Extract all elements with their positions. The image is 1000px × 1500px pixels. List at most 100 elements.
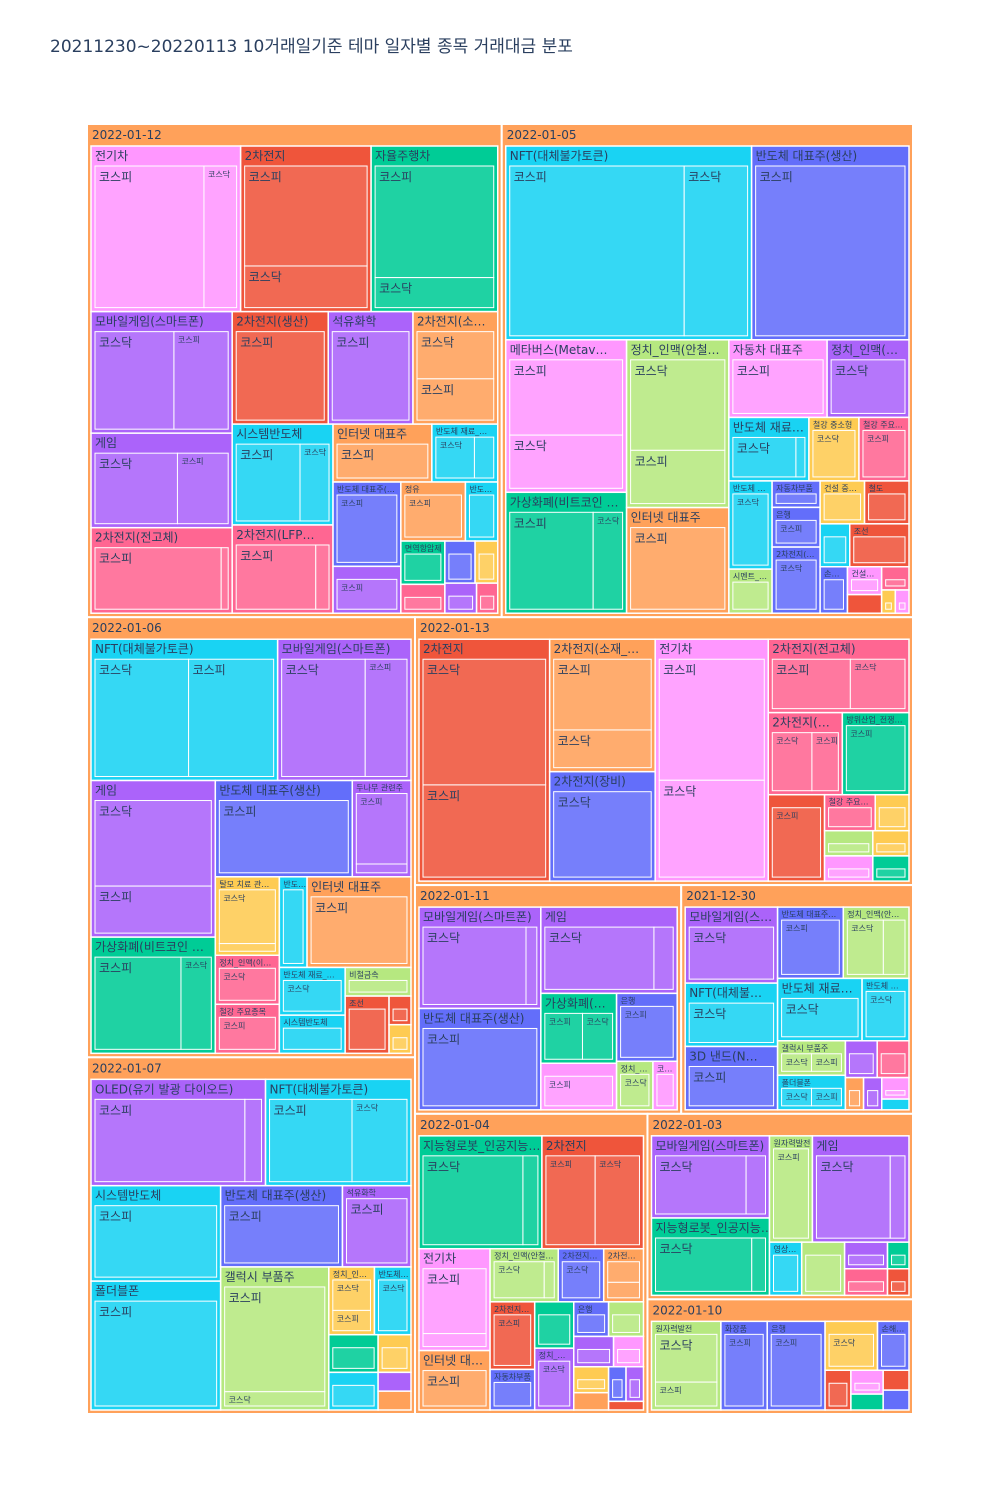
market-tile [828, 1333, 875, 1367]
market-tile [828, 843, 870, 853]
theme-label: 시스템반도체 [236, 427, 302, 441]
market-tile [865, 990, 906, 1038]
market-label: 코스피 [625, 1010, 647, 1019]
market-tile [332, 1309, 371, 1332]
theme-label: NFT(대체불가토큰) [510, 149, 609, 163]
theme-label: 2차전지 [546, 1139, 587, 1153]
market-tile [630, 359, 726, 451]
market-tile [658, 779, 765, 878]
market-label: 코스닥 [688, 170, 721, 184]
theme-tile [880, 589, 897, 614]
market-label: 코스닥 [99, 805, 132, 819]
market-label: 코스피 [778, 1153, 800, 1162]
market-tile [771, 732, 813, 792]
theme-label: 철강 주요종목 [219, 1006, 266, 1016]
theme-label: 반도체 … [733, 483, 766, 493]
market-label: 코스닥 [249, 270, 282, 284]
theme-label: 2차전지(전고체) [95, 531, 178, 545]
market-tile [235, 443, 301, 522]
market-label: 코스피 [427, 1375, 460, 1389]
theme-label: 모바일게임(스마트폰) [95, 315, 204, 329]
theme-label: 은행 [621, 995, 636, 1005]
market-label: 코스닥 [549, 931, 582, 945]
market-tile [315, 544, 330, 610]
market-tile [282, 1027, 342, 1050]
market-tile [348, 979, 408, 993]
theme-tile [880, 565, 910, 591]
date-label: 2022-01-10 [652, 1303, 722, 1317]
market-tile [336, 578, 398, 610]
theme-label: 정치_인… [333, 1269, 367, 1279]
market-tile [592, 511, 624, 610]
market-tile [203, 165, 238, 309]
theme-label: 반도체 재료_… [283, 969, 334, 979]
market-tile [422, 1268, 487, 1335]
theme-label: 가상화폐(… [545, 996, 606, 1010]
theme-tile [894, 589, 910, 614]
market-tile [617, 1348, 640, 1364]
market-label: 코스피 [99, 890, 132, 904]
market-tile [732, 581, 769, 610]
market-tile [543, 1261, 555, 1299]
market-tile [898, 602, 906, 610]
market-label: 코스피 [240, 336, 273, 350]
market-label: 코스피 [780, 524, 802, 533]
market-tile [332, 1347, 375, 1369]
date-label: 2022-01-03 [652, 1118, 722, 1132]
market-tile [218, 889, 276, 945]
date-label: 2022-01-12 [92, 128, 162, 142]
market-tile [544, 926, 655, 990]
market-tile [811, 1087, 842, 1107]
market-tile [416, 378, 495, 421]
market-tile [509, 359, 624, 436]
market-tile [281, 658, 366, 778]
theme-label: 두나무 관련주 [356, 783, 403, 793]
market-tile [509, 434, 624, 489]
market-tile [853, 536, 906, 564]
theme-label: 조선 [854, 527, 869, 536]
market-tile [876, 843, 906, 853]
market-tile [891, 1254, 906, 1266]
market-tile [381, 1347, 408, 1369]
market-tile [94, 1205, 218, 1278]
theme-label: 2차전지(소재_… [554, 642, 640, 656]
market-tile [823, 493, 862, 521]
theme-label: 2차전지(전고체) [772, 642, 855, 656]
market-label: 코스닥 [566, 1265, 589, 1275]
market-label: 코스피 [99, 1103, 132, 1117]
market-tile [525, 926, 538, 1005]
market-label: 코스닥 [659, 1160, 692, 1174]
theme-label: 자율주행차 [375, 148, 430, 163]
theme-label: 반도체 재료… [733, 420, 804, 434]
market-tile [607, 1281, 640, 1299]
theme-label: 반도체 대표주… [782, 909, 837, 919]
theme-label: 전기차 [659, 642, 692, 656]
theme-label: 철강 주요… [829, 797, 869, 807]
market-tile [775, 559, 817, 610]
market-label: 코스피 [421, 383, 454, 397]
market-label: 코스피 [776, 663, 809, 677]
market-tile [435, 436, 475, 479]
theme-label: NFT(대체불가토큰) [95, 642, 194, 656]
market-tile [745, 1155, 767, 1215]
market-tile [854, 1382, 880, 1391]
theme-tile [882, 1389, 910, 1411]
theme-label: 은행 [771, 1323, 786, 1333]
theme-label: NFT(대체불… [689, 986, 762, 1000]
theme-label: 조선 [349, 999, 364, 1008]
market-tile [732, 493, 769, 566]
theme-label: 화장품 [725, 1323, 747, 1333]
market-label: 코스닥 [817, 433, 840, 443]
market-label: 코스피 [635, 454, 668, 468]
market-tile [173, 331, 229, 430]
market-tile [612, 1314, 640, 1333]
market-label: 코스피 [229, 1210, 262, 1224]
market-tile [845, 725, 906, 792]
market-label: 코스닥 [99, 336, 132, 350]
market-label: 코스닥 [223, 971, 246, 981]
market-tile [422, 1027, 538, 1107]
market-tile [422, 1370, 487, 1407]
theme-label: 영상… [774, 1244, 797, 1254]
market-tile [629, 1379, 640, 1398]
